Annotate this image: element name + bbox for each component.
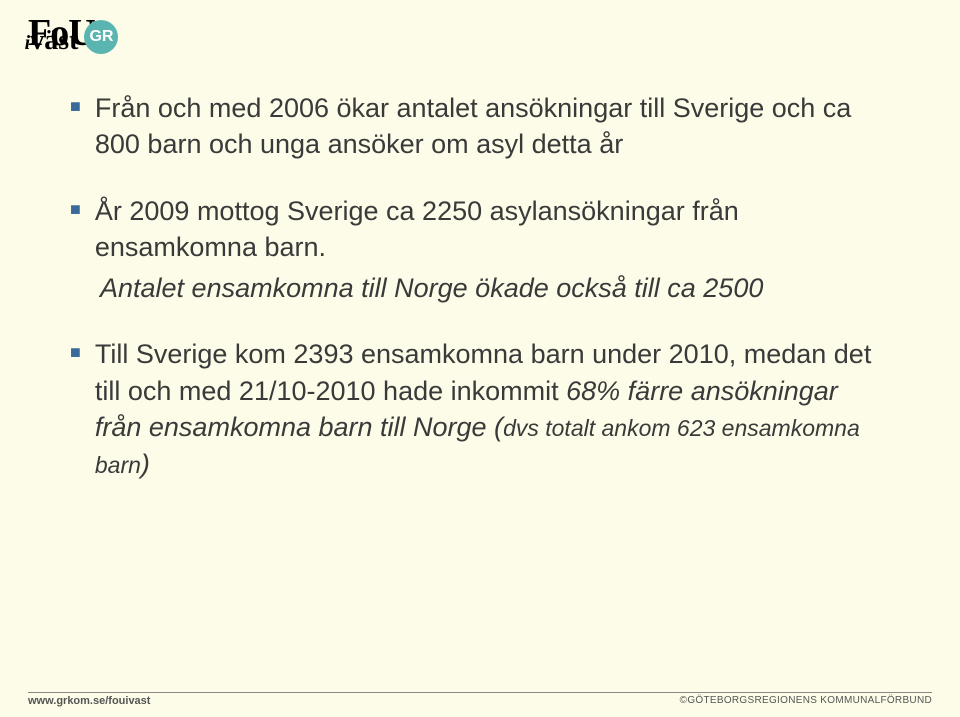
bullet-item: ■ Till Sverige kom 2393 ensamkomna barn …: [70, 336, 890, 482]
bullet-continuation-italic: Antalet ensamkomna till Norge ökade ocks…: [100, 270, 890, 306]
bullet-icon: ■: [70, 342, 81, 482]
logo: FoU i väst GR: [28, 16, 182, 50]
bullet-item: ■ År 2009 mottog Sverige ca 2250 asylans…: [70, 193, 890, 266]
logo-gr-badge: GR: [84, 20, 118, 54]
footer: www.grkom.se/fouivast ©GÖTEBORGSREGIONEN…: [28, 692, 932, 707]
bullet-icon: ■: [70, 199, 81, 266]
bullet-text: Till Sverige kom 2393 ensamkomna barn un…: [95, 336, 890, 482]
slide-content: ■ Från och med 2006 ökar antalet ansökni…: [70, 90, 890, 512]
bullet-text: År 2009 mottog Sverige ca 2250 asylansök…: [95, 193, 890, 266]
bullet-text-italic-end: ): [141, 449, 150, 479]
bullet-item: ■ Från och med 2006 ökar antalet ansökni…: [70, 90, 890, 163]
bullet-icon: ■: [70, 96, 81, 163]
bullet-text: Från och med 2006 ökar antalet ansökning…: [95, 90, 890, 163]
footer-url: www.grkom.se/fouivast: [28, 695, 150, 707]
footer-copyright: ©GÖTEBORGSREGIONENS KOMMUNALFÖRBUND: [680, 695, 932, 707]
logo-vast: väst: [30, 25, 78, 57]
